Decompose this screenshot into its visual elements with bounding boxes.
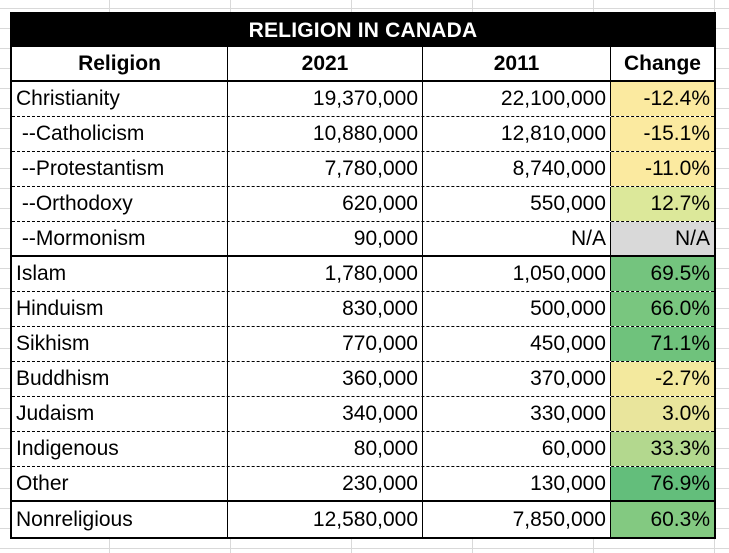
religion-cell[interactable]: Islam [12, 257, 228, 291]
table-row: --Protestantism 7,780,000 8,740,000 -11.… [12, 152, 714, 187]
value-2021-cell[interactable]: 10,880,000 [228, 117, 423, 151]
value-2011-cell[interactable]: 8,740,000 [423, 152, 611, 186]
religion-cell[interactable]: Indigenous [12, 432, 228, 466]
table-row: Hinduism 830,000 500,000 66.0% [12, 292, 714, 327]
table-row: Judaism 340,000 330,000 3.0% [12, 397, 714, 432]
value-2011-cell[interactable]: 60,000 [423, 432, 611, 466]
change-cell[interactable]: -11.0% [611, 152, 714, 186]
table-row: --Orthodoxy 620,000 550,000 12.7% [12, 187, 714, 222]
religion-cell[interactable]: --Catholicism [12, 117, 228, 151]
religion-cell[interactable]: Christianity [12, 82, 228, 116]
value-2021-cell[interactable]: 1,780,000 [228, 257, 423, 291]
religion-cell[interactable]: Judaism [12, 397, 228, 431]
value-2021-cell[interactable]: 80,000 [228, 432, 423, 466]
value-2011-cell[interactable]: 370,000 [423, 362, 611, 396]
table-title: RELIGION IN CANADA [12, 14, 714, 47]
religion-cell[interactable]: --Orthodoxy [12, 187, 228, 221]
religion-table: RELIGION IN CANADA Religion 2021 2011 Ch… [10, 12, 716, 539]
change-cell[interactable]: 60.3% [611, 502, 714, 537]
religion-cell[interactable]: Sikhism [12, 327, 228, 361]
value-2011-cell[interactable]: 22,100,000 [423, 82, 611, 116]
change-cell[interactable]: 76.9% [611, 467, 714, 500]
change-cell[interactable]: N/A [611, 222, 714, 255]
change-cell[interactable]: 69.5% [611, 257, 714, 291]
table-row: Other 230,000 130,000 76.9% [12, 467, 714, 502]
value-2021-cell[interactable]: 340,000 [228, 397, 423, 431]
table-row: Indigenous 80,000 60,000 33.3% [12, 432, 714, 467]
table-row: Islam 1,780,000 1,050,000 69.5% [12, 257, 714, 292]
value-2021-cell[interactable]: 770,000 [228, 327, 423, 361]
value-2011-cell[interactable]: 12,810,000 [423, 117, 611, 151]
value-2021-cell[interactable]: 360,000 [228, 362, 423, 396]
change-cell[interactable]: -12.4% [611, 82, 714, 116]
value-2011-cell[interactable]: 330,000 [423, 397, 611, 431]
value-2011-cell[interactable]: 500,000 [423, 292, 611, 326]
value-2011-cell[interactable]: 7,850,000 [423, 502, 611, 537]
value-2021-cell[interactable]: 90,000 [228, 222, 423, 255]
table-row: Buddhism 360,000 370,000 -2.7% [12, 362, 714, 397]
religion-cell[interactable]: Nonreligious [12, 502, 228, 537]
value-2011-cell[interactable]: 130,000 [423, 467, 611, 500]
religion-cell[interactable]: --Protestantism [12, 152, 228, 186]
change-cell[interactable]: 71.1% [611, 327, 714, 361]
change-cell[interactable]: 66.0% [611, 292, 714, 326]
change-cell[interactable]: 12.7% [611, 187, 714, 221]
religion-cell[interactable]: --Mormonism [12, 222, 228, 255]
value-2021-cell[interactable]: 19,370,000 [228, 82, 423, 116]
value-2011-cell[interactable]: 550,000 [423, 187, 611, 221]
value-2021-cell[interactable]: 12,580,000 [228, 502, 423, 537]
table-row: --Catholicism 10,880,000 12,810,000 -15.… [12, 117, 714, 152]
value-2021-cell[interactable]: 7,780,000 [228, 152, 423, 186]
value-2021-cell[interactable]: 830,000 [228, 292, 423, 326]
value-2021-cell[interactable]: 230,000 [228, 467, 423, 500]
table-row: --Mormonism 90,000 N/A N/A [12, 222, 714, 257]
header-2011[interactable]: 2011 [423, 47, 611, 80]
header-2021[interactable]: 2021 [228, 47, 423, 80]
religion-cell[interactable]: Other [12, 467, 228, 500]
change-cell[interactable]: -15.1% [611, 117, 714, 151]
value-2021-cell[interactable]: 620,000 [228, 187, 423, 221]
table-row: Sikhism 770,000 450,000 71.1% [12, 327, 714, 362]
religion-cell[interactable]: Hinduism [12, 292, 228, 326]
table-row: Nonreligious 12,580,000 7,850,000 60.3% [12, 502, 714, 537]
value-2011-cell[interactable]: N/A [423, 222, 611, 255]
change-cell[interactable]: 33.3% [611, 432, 714, 466]
change-cell[interactable]: 3.0% [611, 397, 714, 431]
header-change[interactable]: Change [623, 51, 701, 75]
religion-cell[interactable]: Buddhism [12, 362, 228, 396]
value-2011-cell[interactable]: 450,000 [423, 327, 611, 361]
header-religion[interactable]: Religion [12, 47, 228, 80]
table-header-row: Religion 2021 2011 Change [12, 47, 714, 82]
change-cell[interactable]: -2.7% [611, 362, 714, 396]
table-row: Christianity 19,370,000 22,100,000 -12.4… [12, 82, 714, 117]
value-2011-cell[interactable]: 1,050,000 [423, 257, 611, 291]
